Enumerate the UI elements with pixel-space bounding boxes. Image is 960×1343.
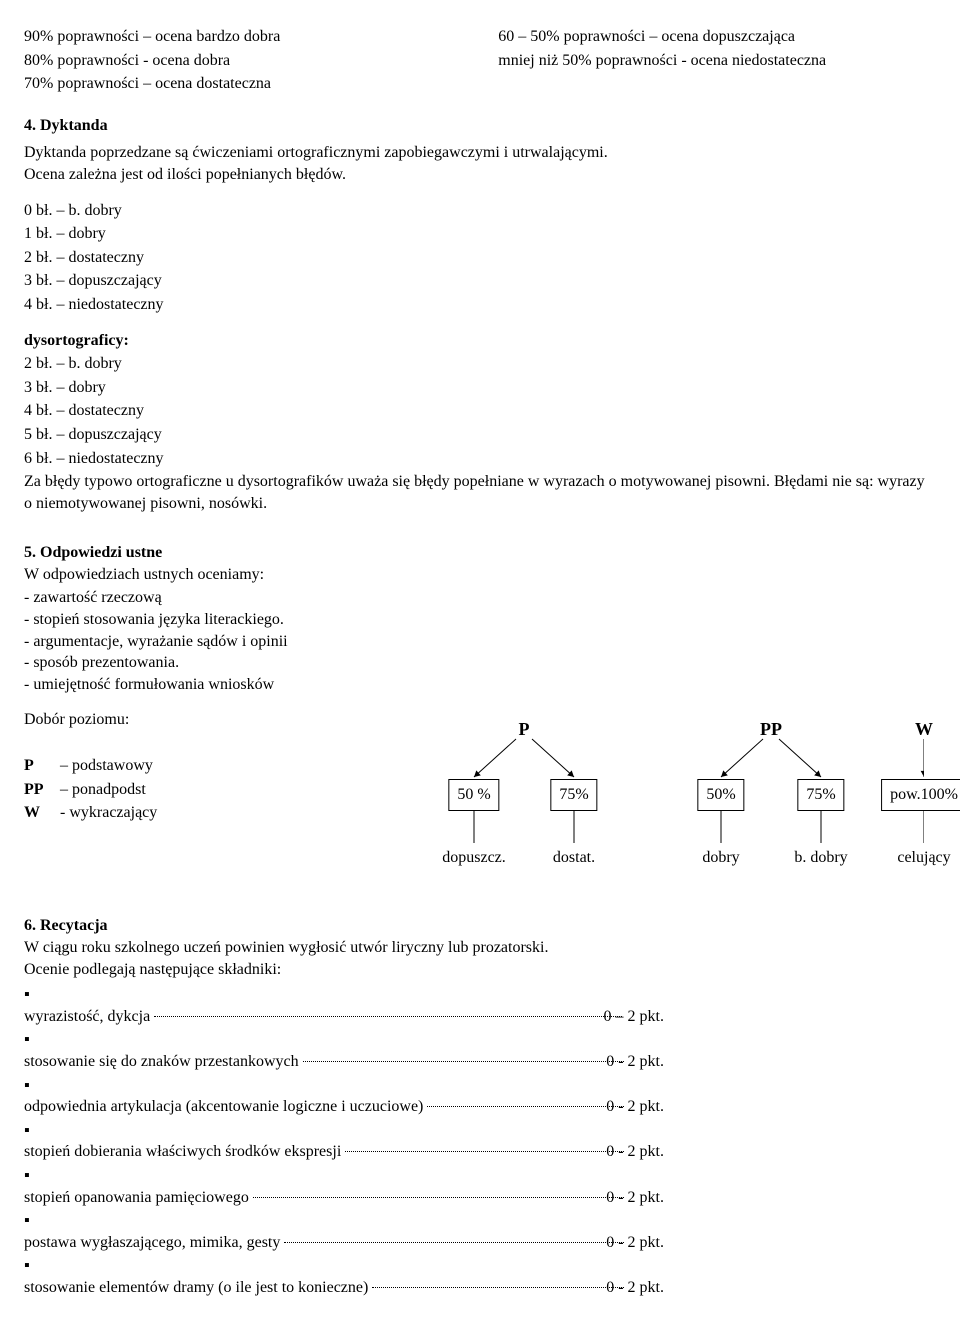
s5-item-0: zawartość rzeczową [24, 587, 936, 609]
s5-item-3: sposób prezentowania. [24, 652, 936, 674]
error-list: 0 bł. – b. dobry 1 bł. – dobry 2 bł. – d… [24, 200, 936, 316]
err-1: 1 bł. – dobry [24, 223, 936, 245]
top-left-l3: 70% poprawności – ocena dostateczna [24, 73, 462, 95]
legend-pp-txt: – ponadpodst [60, 779, 146, 801]
diagram-top-w: W [915, 717, 933, 741]
s5-item-4: umiejętność formułowania wniosków [24, 674, 936, 696]
top-right-l1: 60 – 50% poprawności – ocena dopuszczają… [498, 26, 936, 48]
s6-row-2: odpowiednia artykulacja (akcentowanie lo… [24, 1075, 664, 1118]
dys-2: 4 bł. – dostateczny [24, 400, 936, 422]
dys-3: 5 bł. – dopuszczający [24, 424, 936, 446]
err-2: 2 bł. – dostateczny [24, 247, 936, 269]
top-left-l1: 90% poprawności – ocena bardzo dobra [24, 26, 462, 48]
level-diagram: PPPW50 %75%50%75%pow.100%dopuszcz.dostat… [224, 717, 936, 897]
dys-title: dysortograficy: [24, 332, 129, 349]
s6-row-4: stopień opanowania pamięciowego0 - 2 pkt… [24, 1165, 664, 1208]
section4-p1: Dyktanda poprzedzane są ćwiczeniami orto… [24, 142, 936, 164]
legend-p-sym: P [24, 757, 34, 774]
diagram-box-5: pow.100% [881, 779, 960, 811]
diagram-bottom-2: dostat. [553, 847, 595, 869]
s6-row-0: wyrazistość, dykcja0 – 2 pkt. [24, 984, 664, 1027]
s6-row-3: stopień dobierania właściwych środków ek… [24, 1120, 664, 1163]
dys-list: 2 bł. – b. dobry 3 bł. – dobry 4 bł. – d… [24, 353, 936, 469]
s6-row-5: postawa wygłaszającego, mimika, gesty0 -… [24, 1210, 664, 1253]
diagram-box-4: 75% [797, 779, 844, 811]
dys-4: 6 bł. – niedostateczny [24, 448, 936, 470]
diagram-bottom-4: b. dobry [794, 847, 847, 869]
legend: P – podstawowy PP – ponadpodst W - wykra… [24, 755, 224, 824]
dobor-label: Dobór poziomu: [24, 709, 224, 731]
legend-pp-sym: PP [24, 781, 44, 798]
section6-p2: Ocenie podlegają następujące składniki: [24, 959, 936, 981]
dys-1: 3 bł. – dobry [24, 377, 936, 399]
top-left-col: 90% poprawności – ocena bardzo dobra 80%… [24, 24, 462, 97]
diagram-box-3: 50% [697, 779, 744, 811]
err-4: 4 bł. – niedostateczny [24, 294, 936, 316]
diagram-bottom-5: celujący [897, 847, 950, 869]
section6-p1: W ciągu roku szkolnego uczeń powinien wy… [24, 937, 936, 959]
dys-note: Za błędy typowo ortograficzne u dysortog… [24, 471, 936, 514]
section6-title: 6. Recytacja [24, 915, 936, 937]
diagram-bottom-1: dopuszcz. [442, 847, 506, 869]
section5-intro: W odpowiedziach ustnych oceniamy: [24, 564, 936, 586]
legend-p-txt: – podstawowy [60, 755, 153, 777]
diagram-top-p: P [519, 717, 530, 741]
top-right-col: 60 – 50% poprawności – ocena dopuszczają… [498, 24, 936, 97]
section5-title: 5. Odpowiedzi ustne [24, 542, 936, 564]
diagram-bottom-3: dobry [702, 847, 739, 869]
err-0: 0 bł. – b. dobry [24, 200, 936, 222]
diagram-top-pp: PP [760, 717, 782, 741]
section4-p2: Ocena zależna jest od ilości popełnianyc… [24, 164, 936, 186]
legend-w-txt: - wykraczający [60, 802, 157, 824]
err-3: 3 bł. – dopuszczający [24, 270, 936, 292]
legend-w-sym: W [24, 804, 40, 821]
section4-title: 4. Dyktanda [24, 115, 936, 137]
s6-row-1: stosowanie się do znaków przestankowych0… [24, 1029, 664, 1072]
dys-0: 2 bł. – b. dobry [24, 353, 936, 375]
top-left-l2: 80% poprawności - ocena dobra [24, 50, 462, 72]
top-right-l2: mniej niż 50% poprawności - ocena niedos… [498, 50, 936, 72]
top-rating-block: 90% poprawności – ocena bardzo dobra 80%… [24, 24, 936, 97]
section6-list: wyrazistość, dykcja0 – 2 pkt. stosowanie… [24, 984, 664, 1298]
s6-row-6: stosowanie elementów dramy (o ile jest t… [24, 1255, 664, 1298]
diagram-box-1: 50 % [448, 779, 499, 811]
section5-list: zawartość rzeczową stopień stosowania ję… [24, 587, 936, 695]
s5-item-1: stopień stosowania języka literackiego. [24, 609, 936, 631]
diagram-box-2: 75% [550, 779, 597, 811]
s5-item-2: argumentacje, wyrażanie sądów i opinii [24, 631, 936, 653]
